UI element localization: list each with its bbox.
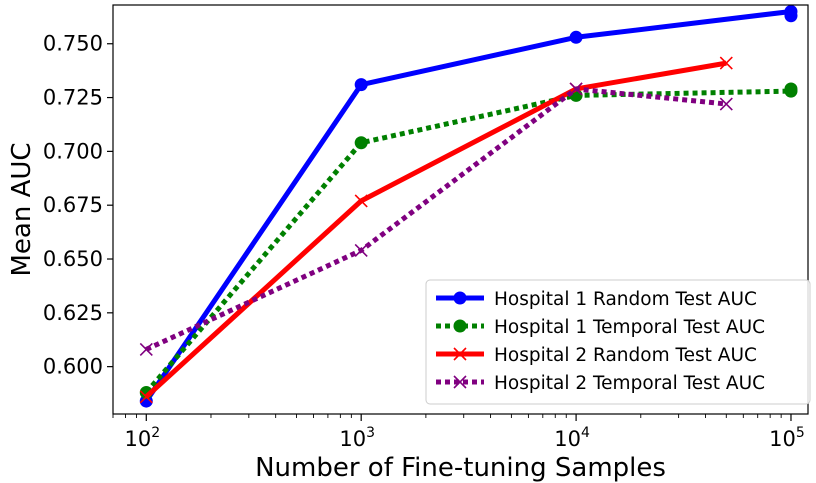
plot-marks	[139, 4, 798, 408]
legend-marker	[453, 375, 467, 389]
data-point	[354, 243, 368, 257]
legend-label: Hospital 1 Temporal Test AUC	[494, 317, 765, 338]
data-point	[719, 56, 733, 70]
legend-marker	[453, 319, 467, 333]
legend-item: Hospital 2 Random Test AUC	[436, 345, 757, 366]
series-4	[139, 82, 733, 356]
x-tick-label: 104	[554, 425, 590, 451]
data-point	[139, 342, 153, 356]
legend-label: Hospital 2 Temporal Test AUC	[494, 373, 765, 394]
y-tick-label: 0.700	[43, 139, 103, 163]
series-1	[139, 4, 798, 408]
legend-box	[425, 279, 811, 405]
y-tick-label: 0.600	[43, 355, 103, 379]
x-axis-label: Number of Fine-tuning Samples	[255, 453, 666, 483]
x-tick-label: 105	[769, 425, 805, 451]
legend-label: Hospital 1 Random Test AUC	[494, 289, 757, 310]
legend-marker	[453, 347, 467, 361]
y-tick-label: 0.650	[43, 247, 103, 271]
data-point	[354, 136, 368, 150]
legend-item: Hospital 1 Random Test AUC	[436, 289, 757, 310]
y-tick-label: 0.625	[43, 301, 103, 325]
y-axis-label: Mean AUC	[7, 142, 37, 276]
data-point	[569, 82, 583, 96]
x-tick-label: 102	[124, 425, 160, 451]
series-2	[139, 82, 798, 399]
y-tick-label: 0.675	[43, 193, 103, 217]
legend-item: Hospital 1 Temporal Test AUC	[436, 317, 765, 338]
data-point	[354, 194, 368, 208]
series-line	[145, 86, 727, 352]
data-point	[354, 78, 368, 92]
data-point	[784, 82, 798, 96]
data-point	[139, 390, 153, 404]
legend: Hospital 1 Random Test AUC Hospital 1 Tem…	[425, 279, 811, 405]
data-point	[784, 9, 798, 23]
legend-label: Hospital 2 Random Test AUC	[494, 345, 757, 366]
data-point	[569, 30, 583, 44]
y-tick-label: 0.750	[43, 32, 103, 56]
legend-item: Hospital 2 Temporal Test AUC	[436, 373, 765, 394]
plot-frame	[112, 4, 809, 415]
x-tick-label: 103	[339, 425, 375, 451]
x-axis: 102 103 104 105	[112, 414, 805, 451]
y-axis: 0.600 0.625 0.650 0.675 0.700 0.725 0.750	[43, 32, 113, 379]
y-tick-label: 0.725	[43, 86, 103, 110]
legend-marker	[453, 291, 467, 305]
data-point	[719, 97, 733, 111]
